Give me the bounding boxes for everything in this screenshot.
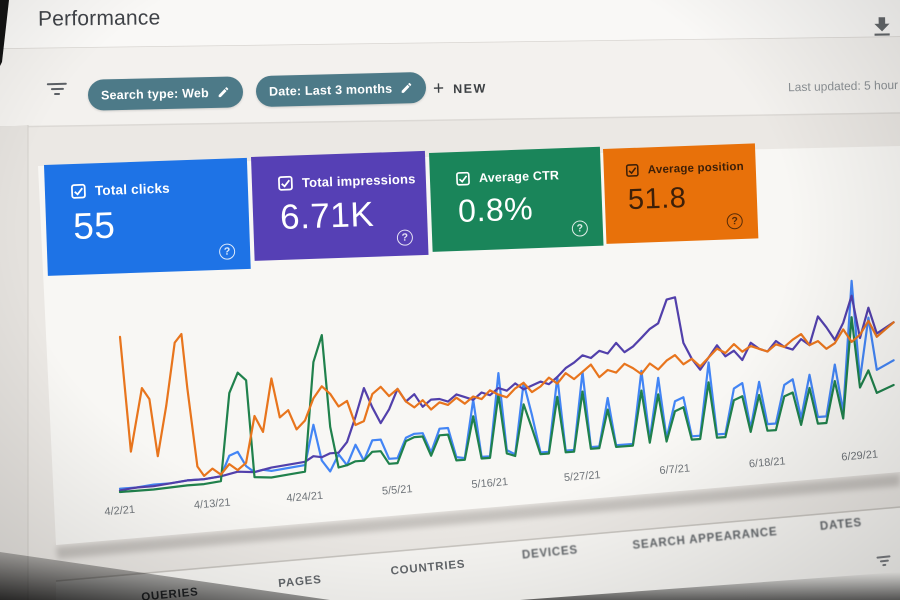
card-total-impressions[interactable]: Total impressions 6.71K ? xyxy=(251,150,429,261)
x-axis-label: 5/16/21 xyxy=(471,476,509,491)
x-axis-label: 5/5/21 xyxy=(382,483,413,497)
table-filter-icon[interactable] xyxy=(876,555,891,568)
checkbox-checked-icon[interactable] xyxy=(625,164,639,177)
download-icon xyxy=(874,17,890,36)
x-axis-label: 5/27/21 xyxy=(563,469,601,484)
export-download-button[interactable] xyxy=(869,14,895,40)
chart-line-average-ctr xyxy=(118,316,895,494)
x-axis-label: 6/18/21 xyxy=(748,455,786,470)
date-range-chip[interactable]: Date: Last 3 months xyxy=(255,71,427,108)
card-total-clicks[interactable]: Total clicks 55 ? xyxy=(44,157,251,276)
checkbox-checked-icon[interactable] xyxy=(278,175,294,192)
chart-line-total-clicks xyxy=(118,279,895,490)
edit-pencil-icon xyxy=(401,82,412,93)
chart-line-total-impressions xyxy=(118,294,895,492)
search-type-chip[interactable]: Search type: Web xyxy=(87,76,244,111)
card-average-position[interactable]: Average position 51.8 ? xyxy=(603,143,759,244)
x-axis-label: 4/24/21 xyxy=(286,490,324,505)
card-average-ctr[interactable]: Average CTR 0.8% ? xyxy=(429,146,604,252)
edit-pencil-icon xyxy=(218,87,229,98)
chart-line-average-position xyxy=(118,319,895,477)
x-axis-label: 6/7/21 xyxy=(659,463,690,477)
checkbox-checked-icon[interactable] xyxy=(456,171,471,187)
x-axis-label: 6/29/21 xyxy=(841,449,879,464)
checkbox-checked-icon[interactable] xyxy=(71,183,87,200)
x-axis-label: 4/2/21 xyxy=(104,504,135,518)
x-axis-label: 4/13/21 xyxy=(193,497,231,512)
